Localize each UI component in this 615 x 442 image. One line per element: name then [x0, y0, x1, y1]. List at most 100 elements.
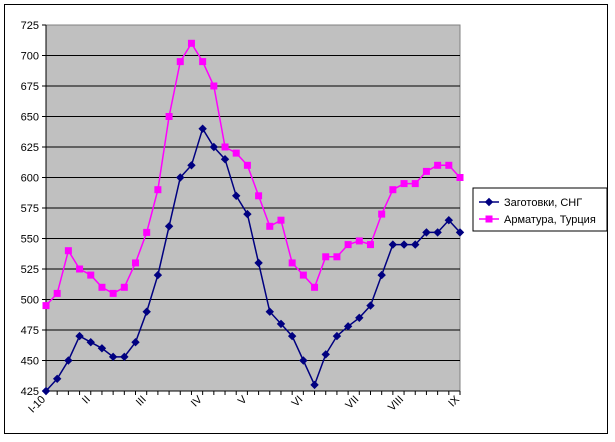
data-point [265, 307, 274, 316]
data-point [165, 113, 173, 120]
y-tick-label: 700 [21, 51, 39, 63]
data-point [456, 174, 464, 181]
data-point [433, 228, 442, 237]
data-point [343, 322, 353, 331]
y-tick-label: 550 [21, 234, 39, 246]
data-point [344, 241, 352, 249]
data-point [422, 228, 431, 237]
x-tick-label: IX [446, 393, 462, 409]
data-point [221, 143, 229, 151]
data-point [266, 222, 274, 230]
data-point [199, 58, 207, 66]
data-point [176, 58, 184, 66]
legend-label: Заготовки, СНГ [504, 197, 582, 209]
x-axis-ticks: I-10 II III IV V VI VII VIII IX [26, 391, 463, 416]
data-point [75, 331, 84, 341]
data-point [333, 253, 341, 261]
data-point [64, 247, 72, 255]
data-point [355, 237, 363, 245]
data-point [108, 352, 118, 362]
data-point [411, 180, 419, 188]
y-tick-label: 725 [21, 20, 39, 32]
data-point [98, 283, 106, 291]
y-tick-label: 575 [21, 203, 39, 215]
data-point [120, 352, 129, 362]
y-tick-label: 450 [21, 356, 39, 368]
data-point [232, 191, 241, 201]
data-point [97, 344, 107, 353]
y-tick-label: 650 [21, 112, 39, 124]
data-point [243, 209, 252, 219]
data-point [254, 258, 263, 268]
y-tick-label: 500 [21, 295, 39, 307]
y-tick-label: 475 [21, 325, 39, 337]
data-point [355, 313, 364, 323]
series-2 [42, 39, 464, 310]
data-point [154, 186, 162, 194]
data-point [153, 270, 163, 280]
y-tick-label: 675 [21, 81, 39, 93]
data-point [277, 216, 285, 224]
data-point [445, 161, 453, 169]
data-point [64, 356, 73, 365]
data-point [299, 271, 307, 279]
data-point [87, 271, 95, 279]
data-point [288, 259, 296, 267]
data-point [377, 270, 386, 280]
data-point [142, 307, 151, 316]
data-point [411, 240, 420, 249]
x-tick-label: II [80, 394, 93, 407]
legend-marker [485, 215, 493, 223]
data-point [176, 173, 185, 182]
data-point [455, 228, 465, 237]
data-point [187, 39, 195, 47]
data-point [164, 222, 174, 231]
legend-box [472, 187, 608, 232]
legend-item: Арматура, Турция [479, 214, 596, 226]
data-point [198, 124, 207, 133]
data-point [209, 142, 219, 152]
data-point [53, 289, 61, 297]
data-point [444, 215, 454, 225]
data-point [42, 302, 50, 310]
legend-label: Арматура, Турция [504, 214, 596, 226]
y-tick-label: 600 [21, 173, 39, 185]
x-tick-label: III [134, 394, 149, 409]
data-point [210, 82, 218, 90]
data-point [434, 161, 442, 169]
data-point [389, 186, 397, 194]
data-point [220, 154, 230, 164]
data-point [399, 240, 409, 249]
data-point [332, 331, 342, 341]
x-tick-label: VIII [386, 394, 406, 414]
data-point [388, 240, 398, 249]
data-point [255, 192, 263, 200]
series-layer [41, 39, 465, 396]
data-point [321, 350, 330, 359]
line-chart: 425450475500525550575600625650675700725 … [21, 20, 608, 416]
data-point [243, 161, 251, 169]
data-point [52, 374, 62, 384]
y-tick-label: 425 [21, 386, 39, 398]
legend-item: Заготовки, СНГ [479, 197, 582, 209]
data-point [310, 380, 319, 390]
x-tick-label: VI [290, 394, 306, 410]
legend-marker [484, 197, 494, 207]
y-axis-ticks: 425 450 475 500 525 550 575 600 625 650 675 700 725 [21, 20, 46, 398]
data-point [232, 149, 240, 157]
x-tick-label: V [236, 393, 250, 407]
data-point [400, 180, 408, 188]
y-tick-label: 625 [21, 142, 39, 154]
data-point [132, 259, 140, 267]
data-point [120, 283, 128, 291]
series-1 [41, 124, 465, 396]
chart-frame: 425 450 475 500 525 550 575 600 625 650 675 700 725 … [4, 4, 608, 434]
data-point [287, 331, 297, 341]
data-point [276, 319, 286, 329]
data-point [422, 167, 430, 175]
data-point [76, 265, 84, 273]
data-point [109, 289, 117, 297]
data-point [131, 337, 140, 347]
data-point [187, 161, 196, 170]
data-point [322, 253, 330, 261]
